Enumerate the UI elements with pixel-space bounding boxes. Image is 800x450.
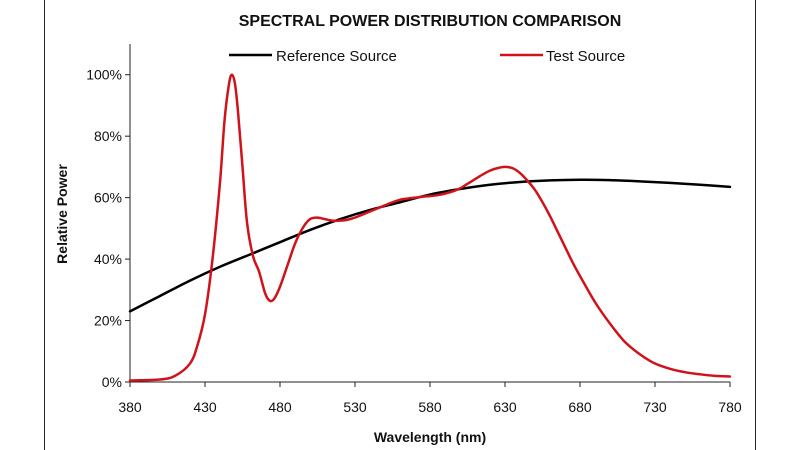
legend-label-reference: Reference Source [276,48,397,65]
x-tick-label: 580 [418,399,442,415]
series-line-test [128,73,732,382]
chart-frame [44,0,756,450]
x-tick-label: 630 [493,399,517,415]
y-tick-label: 20% [94,313,122,329]
x-tick-label: 730 [643,399,667,415]
series-line-reference [128,178,732,313]
x-ticks: 380 430 480 530 580 630 680 730 780 [118,382,742,415]
y-tick-label: 80% [94,128,122,144]
x-tick-label: 480 [268,399,292,415]
y-tick-label: 0% [102,374,122,390]
y-tick-label: 60% [94,190,122,206]
x-tick-label: 430 [193,399,217,415]
x-tick-label: 680 [568,399,592,415]
axes [129,44,730,383]
x-tick-label: 780 [718,399,742,415]
y-tick-label: 40% [94,251,122,267]
legend-label-test: Test Source [546,48,625,65]
x-tick-label: 380 [118,399,142,415]
x-tick-label: 530 [343,399,367,415]
x-axis-label: Wavelength (nm) [374,429,486,445]
y-ticks: 0% 20% 40% 60% 80% 100% [86,67,130,390]
y-axis-label: Relative Power [54,164,70,264]
legend: Reference Source Test Source [229,48,625,65]
y-tick-label: 100% [86,67,122,83]
chart-title: SPECTRAL POWER DISTRIBUTION COMPARISON [239,13,622,30]
series-group [128,73,732,382]
